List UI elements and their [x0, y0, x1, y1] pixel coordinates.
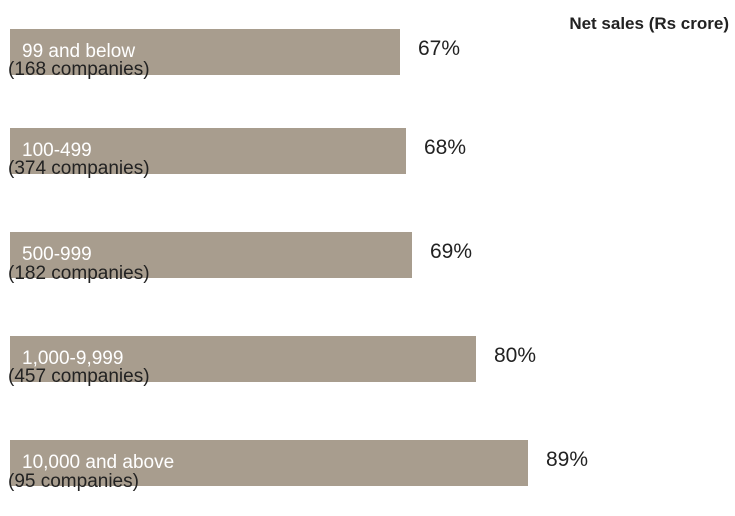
chart-title: Net sales (Rs crore) [569, 14, 729, 33]
bar: 500-999 [10, 232, 412, 278]
bar: 100-499 [10, 128, 406, 174]
company-count: (374 companies) [8, 158, 150, 179]
value-label: 89% [546, 448, 589, 471]
bar: 99 and below [10, 29, 400, 75]
value-label: 69% [430, 240, 473, 263]
value-label: 68% [424, 136, 467, 159]
value-label: 67% [418, 37, 461, 60]
category-label: 100-499 [22, 140, 92, 161]
value-label: 80% [494, 344, 537, 367]
company-count: (457 companies) [8, 366, 150, 387]
category-label: 10,000 and above [22, 452, 175, 473]
bar: 1,000-9,999 [10, 336, 476, 382]
company-count: (95 companies) [8, 471, 139, 492]
category-label: 500-999 [22, 244, 92, 265]
company-count: (168 companies) [8, 59, 150, 80]
category-label: 1,000-9,999 [22, 348, 124, 369]
company-count: (182 companies) [8, 263, 150, 284]
bar: 10,000 and above [10, 440, 528, 486]
category-label: 99 and below [22, 41, 136, 62]
